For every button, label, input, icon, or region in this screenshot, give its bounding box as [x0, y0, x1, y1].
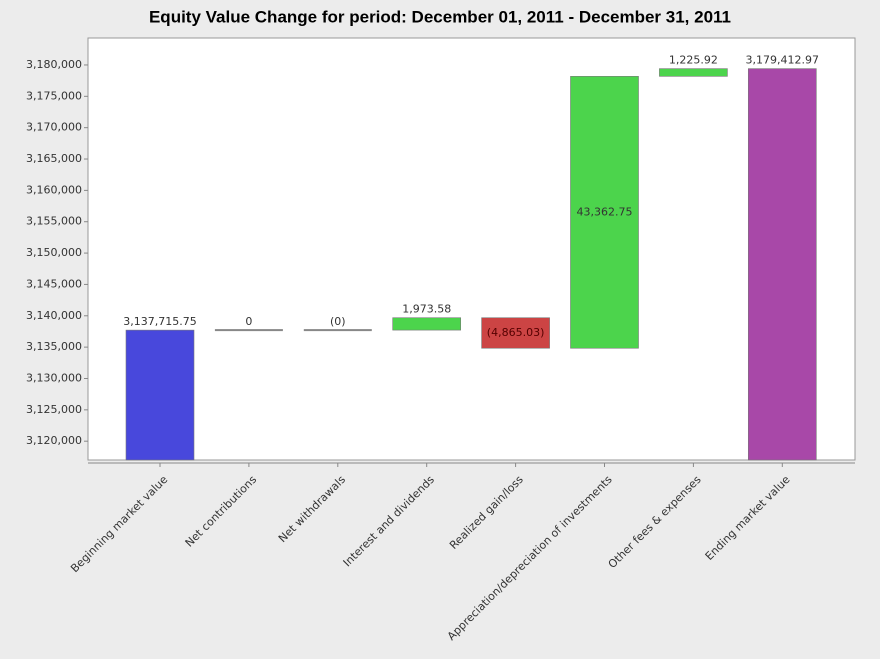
data-label: 0 [245, 315, 252, 328]
y-tick-label: 3,125,000 [26, 403, 82, 416]
data-label: 3,179,412.97 [746, 54, 819, 67]
y-tick-label: 3,130,000 [26, 371, 82, 384]
data-label: (0) [330, 315, 346, 328]
data-label: 1,225.92 [669, 54, 718, 67]
y-tick-label: 3,180,000 [26, 58, 82, 71]
bar [659, 68, 728, 77]
y-tick-label: 3,150,000 [26, 246, 82, 259]
bar [214, 329, 283, 332]
chart-title: Equity Value Change for period: December… [149, 7, 731, 26]
data-label: (4,865.03) [487, 326, 545, 339]
y-tick-label: 3,135,000 [26, 340, 82, 353]
bar [570, 76, 639, 349]
data-label: 3,137,715.75 [123, 315, 196, 328]
y-tick-label: 3,140,000 [26, 309, 82, 322]
y-tick-label: 3,170,000 [26, 121, 82, 134]
bar [392, 317, 462, 331]
bar [747, 68, 817, 461]
bar [303, 329, 372, 332]
bar [481, 317, 550, 349]
y-tick-label: 3,160,000 [26, 183, 82, 196]
y-tick-label: 3,145,000 [26, 277, 82, 290]
y-tick-label: 3,155,000 [26, 215, 82, 228]
y-tick-label: 3,175,000 [26, 89, 82, 102]
plot-area [87, 37, 856, 461]
data-label: 43,362.75 [577, 205, 633, 218]
y-tick-label: 3,165,000 [26, 152, 82, 165]
bar [125, 329, 195, 461]
data-label: 1,973.58 [402, 303, 451, 316]
y-tick-label: 3,120,000 [26, 434, 82, 447]
